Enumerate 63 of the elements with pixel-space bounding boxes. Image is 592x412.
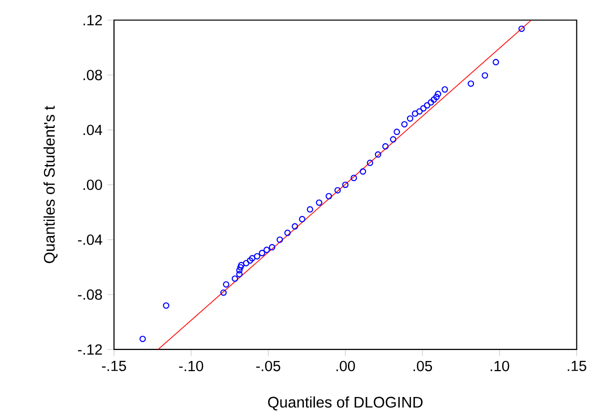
point	[237, 264, 244, 270]
point	[258, 250, 266, 256]
point	[292, 223, 298, 230]
point	[276, 236, 283, 243]
point	[316, 199, 322, 206]
point	[350, 174, 358, 182]
point	[420, 105, 427, 112]
point	[238, 262, 244, 268]
point	[406, 115, 414, 122]
point	[416, 108, 423, 115]
x-tick-label: .05	[414, 360, 432, 372]
x-tick-label: .15	[568, 360, 586, 372]
point	[162, 302, 170, 309]
y-tick-label: .00	[84, 180, 102, 190]
point	[468, 80, 474, 87]
point	[360, 168, 366, 175]
point	[442, 86, 448, 93]
point	[263, 246, 270, 254]
point	[424, 102, 430, 109]
point	[433, 94, 440, 100]
point	[242, 260, 250, 266]
point	[236, 267, 243, 274]
point	[518, 26, 525, 32]
point	[390, 136, 396, 143]
x-tick-label: -.15	[102, 360, 126, 372]
point	[366, 160, 374, 166]
point	[232, 275, 238, 282]
y-tick-label: .12	[84, 15, 102, 26]
y-tick-label: -.08	[78, 289, 102, 300]
x-tick-label: .10	[490, 360, 510, 372]
point	[382, 143, 389, 150]
point	[284, 230, 291, 236]
point	[306, 206, 314, 213]
point	[254, 253, 260, 260]
point	[139, 336, 146, 342]
point	[246, 257, 254, 264]
point	[334, 187, 341, 194]
point	[434, 90, 442, 98]
point	[401, 121, 408, 128]
point	[268, 244, 276, 250]
x-axis-title: Quantiles of DLOGIND	[268, 396, 423, 410]
point	[374, 151, 382, 158]
y-tick-label: -.12	[78, 344, 102, 355]
point	[394, 128, 400, 136]
point	[492, 58, 500, 66]
point	[222, 281, 230, 288]
point	[248, 255, 256, 262]
point	[428, 99, 434, 106]
y-tick-label: .08	[84, 70, 102, 80]
x-tick-label: -.05	[256, 360, 280, 372]
point	[236, 270, 243, 278]
point	[342, 182, 349, 188]
point	[482, 72, 488, 79]
y-tick-label: -.04	[78, 234, 102, 245]
point	[430, 96, 438, 103]
point	[220, 289, 227, 296]
y-axis-title: Quantiles of Student's t	[44, 106, 58, 264]
point	[412, 110, 418, 117]
point	[326, 192, 332, 200]
y-tick-label: .04	[84, 124, 102, 136]
point	[298, 216, 306, 222]
x-tick-label: .00	[336, 360, 355, 372]
x-tick-label: -.10	[179, 360, 204, 372]
